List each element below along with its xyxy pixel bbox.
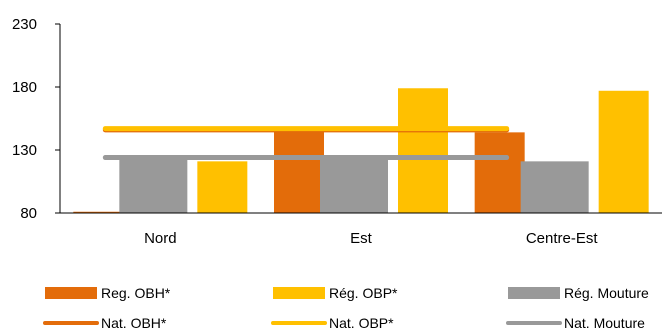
bar-r-g-obp--est [398, 88, 448, 213]
y-tick-label: 230 [12, 16, 37, 33]
legend-label: Nat. OBP* [329, 315, 394, 331]
bar-reg-obh--nord [73, 211, 124, 213]
x-tick-label: Nord [144, 230, 177, 247]
legend-label: Nat. OBH* [101, 315, 167, 331]
axes-layer: 80 130 180 230 Nord Est Centre-Est [12, 16, 662, 247]
legend-label: Reg. OBH* [101, 285, 171, 301]
bar-r-g-obp--centre-est [598, 90, 649, 213]
legend-label: Nat. Mouture [564, 315, 645, 331]
legend-label: Rég. Mouture [564, 285, 649, 301]
lines-layer [102, 126, 510, 161]
legend-swatch [45, 287, 97, 299]
legend-label: Rég. OBP* [329, 285, 398, 301]
bar-r-g-mouture-nord [119, 156, 188, 213]
y-tick-label: 130 [12, 142, 37, 159]
x-tick-label: Est [350, 230, 373, 247]
legend: Reg. OBH* Rég. OBP* Rég. Mouture Nat. OBH* N… [43, 285, 649, 331]
bar-r-g-obp--nord [197, 161, 248, 213]
bar-reg-obh--centre-est [474, 132, 525, 213]
bar-r-g-mouture-centre-est [520, 161, 589, 213]
y-tick-label: 180 [12, 79, 37, 96]
bar-r-g-mouture-est [320, 156, 388, 213]
legend-swatch [508, 287, 560, 299]
y-tick-label: 80 [20, 205, 37, 222]
legend-swatch [273, 287, 325, 299]
x-tick-label: Centre-Est [526, 230, 599, 247]
bars-layer [73, 88, 649, 213]
bar-reg-obh--est [274, 129, 324, 213]
